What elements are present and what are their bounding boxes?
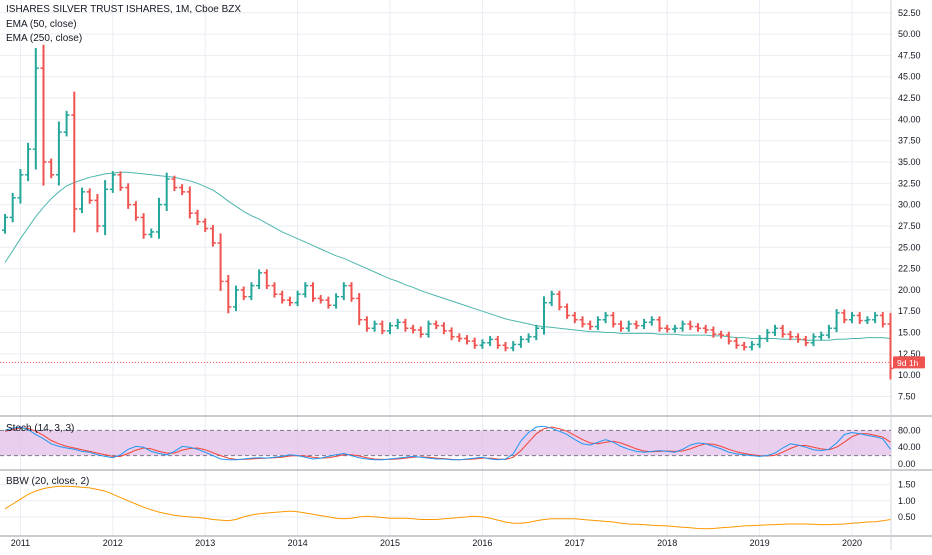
price-tick-label: 20.00 <box>898 285 921 295</box>
price-tick-label: 50.00 <box>898 29 921 39</box>
price-tick-label: 52.50 <box>898 8 921 18</box>
bbw-tick-label: 0.50 <box>898 512 916 522</box>
time-tick-label: 2016 <box>472 538 492 548</box>
price-tick-label: 15.00 <box>898 328 921 338</box>
bbw-tick-label: 1.00 <box>898 496 916 506</box>
ema250-legend: EMA (250, close) <box>6 33 83 44</box>
stoch-k-line <box>4 425 891 461</box>
time-tick-label: 2015 <box>380 538 400 548</box>
price-tick-label: 32.50 <box>898 178 921 188</box>
time-tick-label: 2019 <box>750 538 770 548</box>
bbw-line <box>4 485 891 530</box>
price-tick-label: 7.50 <box>898 391 916 401</box>
time-tick-label: 2014 <box>288 538 308 548</box>
price-tick-label: 30.00 <box>898 200 921 210</box>
price-tick-label: 37.50 <box>898 136 921 146</box>
time-tick-label: 2012 <box>103 538 123 548</box>
stoch-tick-label: 80.00 <box>898 425 921 435</box>
time-tick-label: 2020 <box>842 538 862 548</box>
price-tick-label: 12.50 <box>898 349 921 359</box>
ema50-legend: EMA (50, close) <box>6 19 77 30</box>
last-price-badge-text: 9d 1h <box>897 358 919 368</box>
bbw-tick-label: 1.50 <box>898 480 916 490</box>
time-tick-label: 2011 <box>11 538 30 548</box>
last-price-badge <box>893 356 925 369</box>
time-tick-label: 2013 <box>195 538 215 548</box>
price-tick-label: 10.00 <box>898 370 921 380</box>
stoch-tick-label: 40.00 <box>898 442 921 452</box>
price-tick-label: 35.00 <box>898 157 921 167</box>
stoch-tick-label: 0.00 <box>898 459 916 469</box>
price-tick-label: 22.50 <box>898 264 921 274</box>
price-tick-label: 25.00 <box>898 242 921 252</box>
stoch-legend: Stoch (14, 3, 3) <box>6 423 75 434</box>
bbw-legend: BBW (20, close, 2) <box>6 476 90 487</box>
price-tick-label: 27.50 <box>898 221 921 231</box>
price-tick-label: 42.50 <box>898 93 921 103</box>
chart-title: ISHARES SILVER TRUST ISHARES, 1M, Cboe B… <box>6 4 242 15</box>
price-tick-label: 17.50 <box>898 306 921 316</box>
price-tick-label: 45.00 <box>898 72 921 82</box>
price-tick-label: 40.00 <box>898 114 921 124</box>
ema50-line <box>4 171 891 341</box>
time-tick-label: 2017 <box>565 538 585 548</box>
price-tick-label: 47.50 <box>898 50 921 60</box>
time-tick-label: 2018 <box>657 538 677 548</box>
stoch-band <box>0 430 891 456</box>
